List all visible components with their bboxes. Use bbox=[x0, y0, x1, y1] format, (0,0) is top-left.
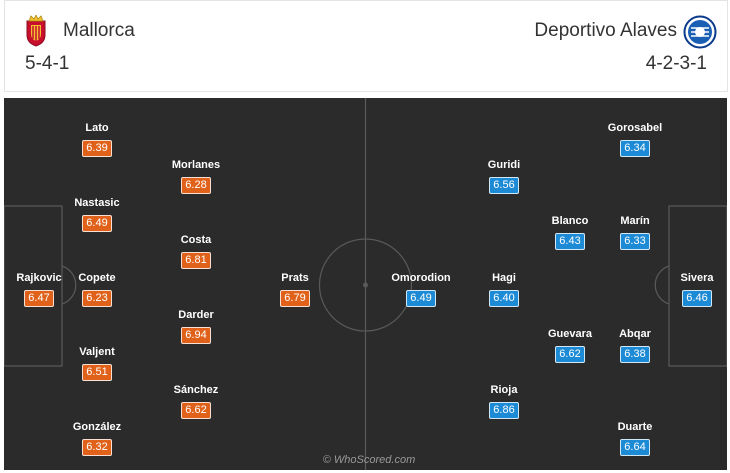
player-name: Morlanes bbox=[171, 159, 221, 171]
player-name: Hagi bbox=[492, 272, 516, 284]
home-team-name[interactable]: Mallorca bbox=[63, 20, 135, 41]
player-rating: 6.62 bbox=[555, 346, 585, 363]
player-rating: 6.28 bbox=[181, 177, 211, 194]
home-player[interactable]: Nastasic 6.49 bbox=[52, 196, 142, 232]
player-rating: 6.94 bbox=[181, 327, 211, 344]
player-rating: 6.46 bbox=[682, 290, 712, 307]
player-name: Omorodion bbox=[391, 272, 451, 284]
home-player[interactable]: Prats 6.79 bbox=[250, 271, 340, 307]
home-player[interactable]: González 6.32 bbox=[52, 420, 142, 456]
player-rating: 6.62 bbox=[181, 402, 211, 419]
player-rating: 6.49 bbox=[82, 215, 112, 232]
player-name: Costa bbox=[180, 234, 212, 246]
away-player[interactable]: Marín 6.33 bbox=[590, 214, 680, 250]
home-player[interactable]: Darder 6.94 bbox=[151, 308, 241, 344]
away-player[interactable]: Gorosabel 6.34 bbox=[590, 121, 680, 157]
match-header: Mallorca 5-4-1 Deportivo Alaves 4-2-3-1 bbox=[4, 0, 728, 92]
away-player[interactable]: Hagi 6.40 bbox=[459, 271, 549, 307]
away-player[interactable]: Blanco 6.43 bbox=[525, 214, 615, 250]
player-name: Marín bbox=[620, 215, 650, 227]
player-rating: 6.38 bbox=[620, 346, 650, 363]
player-name: Valjent bbox=[79, 346, 115, 358]
whoscored-watermark: © WhoScored.com bbox=[322, 454, 416, 466]
away-player[interactable]: Rioja 6.86 bbox=[459, 383, 549, 419]
player-rating: 6.32 bbox=[82, 439, 112, 456]
player-rating: 6.40 bbox=[489, 290, 519, 307]
away-player[interactable]: Guridi 6.56 bbox=[459, 158, 549, 194]
home-player[interactable]: Sánchez 6.62 bbox=[151, 383, 241, 419]
player-name: Copete bbox=[78, 272, 116, 284]
away-player[interactable]: Omorodion 6.49 bbox=[376, 271, 466, 307]
mallorca-crest-icon bbox=[21, 14, 51, 52]
player-name: Nastasic bbox=[74, 197, 120, 209]
pitch: Lato 6.39 Morlanes 6.28 Nastasic 6.49 Co… bbox=[4, 98, 727, 470]
player-rating: 6.34 bbox=[620, 140, 650, 157]
player-name: Lato bbox=[85, 122, 109, 134]
home-player[interactable]: Costa 6.81 bbox=[151, 233, 241, 269]
player-name: Guevara bbox=[547, 328, 593, 340]
player-rating: 6.43 bbox=[555, 233, 585, 250]
home-player[interactable]: Lato 6.39 bbox=[52, 121, 142, 157]
player-rating: 6.86 bbox=[489, 402, 519, 419]
player-rating: 6.49 bbox=[406, 290, 436, 307]
home-player[interactable]: Copete 6.23 bbox=[52, 271, 142, 307]
player-name: Abqar bbox=[619, 328, 651, 340]
player-rating: 6.79 bbox=[280, 290, 310, 307]
alaves-crest-icon bbox=[683, 15, 717, 54]
away-player[interactable]: Sivera 6.46 bbox=[652, 271, 727, 307]
away-player[interactable]: Guevara 6.62 bbox=[525, 327, 615, 363]
player-name: Gorosabel bbox=[607, 122, 663, 134]
player-name: Guridi bbox=[487, 159, 521, 171]
away-player[interactable]: Duarte 6.64 bbox=[590, 420, 680, 456]
home-player[interactable]: Valjent 6.51 bbox=[52, 345, 142, 381]
player-rating: 6.81 bbox=[181, 252, 211, 269]
away-formation: 4-2-3-1 bbox=[645, 53, 707, 74]
player-name: Duarte bbox=[617, 421, 653, 433]
player-rating: 6.23 bbox=[82, 290, 112, 307]
player-rating: 6.56 bbox=[489, 177, 519, 194]
home-formation: 5-4-1 bbox=[25, 53, 70, 74]
player-rating: 6.64 bbox=[620, 439, 650, 456]
player-name: Prats bbox=[281, 272, 309, 284]
player-name: Darder bbox=[178, 309, 214, 321]
away-player[interactable]: Abqar 6.38 bbox=[590, 327, 680, 363]
home-player[interactable]: Morlanes 6.28 bbox=[151, 158, 241, 194]
player-rating: 6.51 bbox=[82, 364, 112, 381]
player-name: Blanco bbox=[551, 215, 589, 227]
pitch-markings bbox=[4, 98, 727, 470]
player-rating: 6.47 bbox=[24, 290, 54, 307]
away-team-name[interactable]: Deportivo Alaves bbox=[534, 20, 677, 41]
player-rating: 6.33 bbox=[620, 233, 650, 250]
home-player[interactable]: Rajkovic 6.47 bbox=[4, 271, 84, 307]
player-name: González bbox=[72, 421, 122, 433]
player-name: Rioja bbox=[490, 384, 518, 396]
player-rating: 6.39 bbox=[82, 140, 112, 157]
player-name: Sánchez bbox=[173, 384, 219, 396]
player-name: Sivera bbox=[680, 272, 714, 284]
player-name: Rajkovic bbox=[16, 272, 62, 284]
